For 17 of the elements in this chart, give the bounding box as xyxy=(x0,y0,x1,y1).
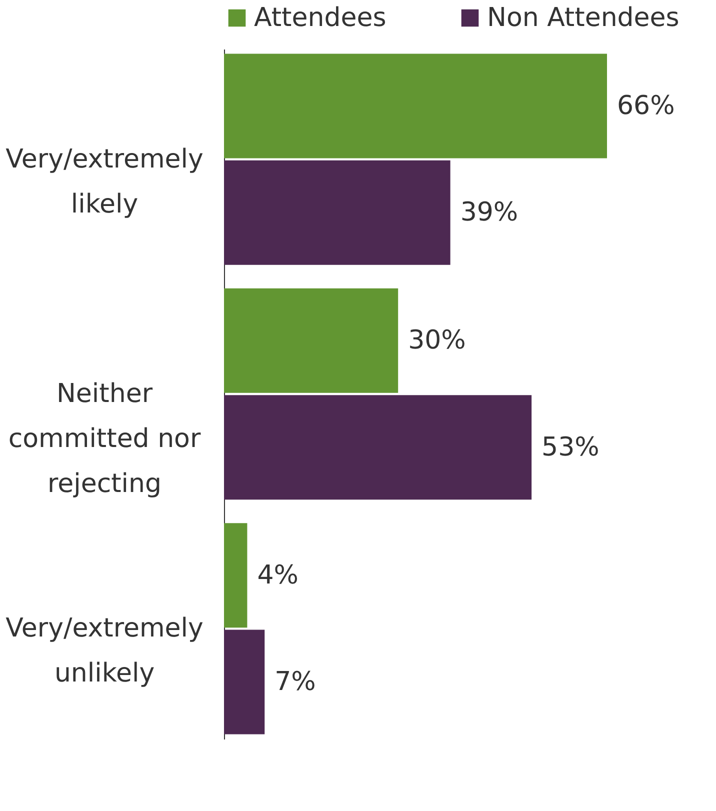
bar xyxy=(224,395,532,500)
legend-label: Attendees xyxy=(254,3,386,33)
bar xyxy=(224,54,607,158)
data-label: 53% xyxy=(542,432,600,462)
data-label: 4% xyxy=(257,560,298,590)
bar xyxy=(224,630,265,734)
bar xyxy=(224,160,450,265)
legend-label: Non Attendees xyxy=(487,3,680,33)
y-tick-label: Neither committed nor rejecting xyxy=(8,379,201,499)
y-tick-label: Very/extremely likely xyxy=(6,144,204,220)
data-label: 30% xyxy=(408,326,466,356)
data-label: 66% xyxy=(617,90,675,121)
y-tick-label: Very/extremely unlikely xyxy=(6,614,204,689)
bar xyxy=(224,523,248,628)
data-label: 7% xyxy=(274,667,316,698)
bar xyxy=(224,288,398,393)
data-label: 39% xyxy=(460,198,518,228)
